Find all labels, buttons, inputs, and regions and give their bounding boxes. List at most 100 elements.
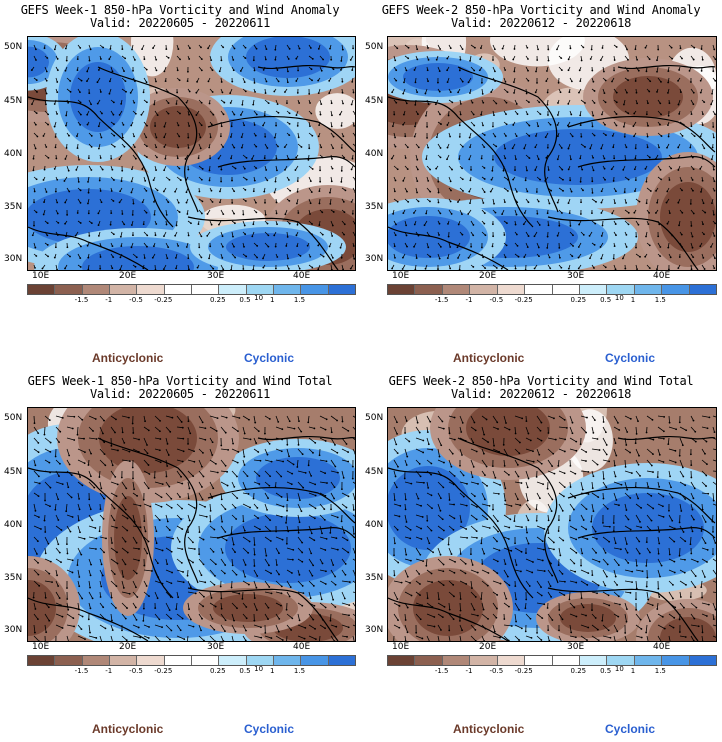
wind-vector [352, 481, 355, 484]
wind-vector-head [334, 443, 336, 446]
wind-vector [66, 558, 73, 561]
wind-vector-head [128, 460, 131, 462]
wind-vector-head [54, 146, 57, 149]
wind-vector-head [354, 551, 355, 554]
wind-vector-head [567, 147, 570, 150]
wind-vector [176, 470, 182, 478]
wind-vector [209, 459, 217, 465]
wind-vector [558, 448, 565, 452]
wind-vector-head [712, 213, 715, 216]
wind-vector [341, 558, 346, 565]
wind-vector-head [446, 158, 448, 161]
wind-vector-head [34, 509, 37, 512]
wind-vector [187, 580, 192, 588]
wind-vector-head [626, 488, 629, 491]
wind-vector [121, 514, 128, 519]
wind-vector-head [538, 224, 541, 226]
wind-vector-head [539, 497, 541, 500]
wind-vector [275, 459, 284, 462]
wind-vector-head [623, 191, 626, 194]
wind-vector-head [658, 146, 660, 149]
wind-vector-head [245, 178, 248, 181]
wind-vector [712, 481, 716, 485]
wind-vector-head [276, 69, 279, 71]
wind-vector-head [321, 156, 324, 159]
wind-vector-head [514, 267, 517, 270]
wind-vector-head [706, 561, 708, 563]
wind-vector-head [233, 619, 235, 622]
wind-vector [132, 536, 137, 544]
wind-vector [286, 415, 291, 422]
wind-vector-head [57, 498, 60, 501]
wind-vector [657, 558, 662, 566]
wind-vector-head [209, 520, 212, 523]
colorbar-swatch [273, 656, 302, 665]
wind-vector [154, 426, 161, 432]
wind-vector [393, 459, 399, 467]
wind-vector-head [683, 571, 686, 574]
wind-vector-head [644, 167, 647, 170]
wind-vector-head [402, 212, 405, 215]
wind-vector-head [256, 245, 259, 247]
wind-vector-head [425, 114, 427, 117]
panel-week1-total: GEFS Week-1 850-hPa Vorticity and Wind T… [0, 371, 360, 742]
wind-vector [624, 426, 628, 433]
wind-vector-head [605, 134, 607, 136]
wind-vector-head [567, 168, 570, 171]
wind-vector [701, 558, 708, 563]
wind-vector [110, 635, 113, 641]
wind-vector [679, 492, 686, 500]
colorbar-swatch [164, 656, 192, 665]
wind-vector-head [713, 431, 716, 434]
colorbar [387, 284, 717, 295]
colorbar-tick-label: -1 [105, 296, 113, 304]
wind-vector [352, 503, 355, 510]
wind-vector-head [113, 145, 116, 148]
wind-vector [65, 503, 68, 512]
wind-vector [231, 426, 239, 432]
wind-vector-head [646, 135, 649, 138]
wind-vector-head [575, 440, 578, 443]
wind-vector-head [459, 102, 462, 105]
wind-vector-head [76, 564, 79, 567]
wind-vector [352, 591, 355, 593]
colorbar-tick-label: 1 [270, 296, 275, 304]
wind-vector-head [255, 47, 258, 50]
wind-vector-head [187, 497, 190, 500]
wind-vector-head [611, 135, 614, 137]
colorbar-swatch [55, 285, 83, 294]
wind-vector-head [326, 482, 328, 484]
wind-vector-head [223, 572, 226, 575]
wind-vector-head [131, 466, 134, 469]
wind-vector-head [313, 604, 316, 607]
wind-vector-head [267, 606, 270, 609]
wind-vector [264, 437, 270, 445]
wind-vector [253, 415, 256, 423]
wind-vector [187, 459, 195, 463]
wind-vector [536, 547, 544, 551]
colorbar-swatch [82, 285, 110, 294]
wind-vector-head [692, 58, 695, 61]
wind-vector-head [480, 113, 483, 116]
wind-vector-head [163, 70, 166, 73]
wind-vector-head [671, 57, 674, 60]
wind-vector [121, 503, 126, 510]
wind-vector-head [255, 167, 258, 170]
wind-vector-head [622, 168, 625, 171]
wind-vector [624, 459, 626, 467]
wind-vector-head [112, 101, 115, 104]
wind-vector [393, 492, 396, 501]
wind-vector-head [677, 201, 680, 204]
wind-vector-head [473, 69, 476, 72]
wind-vector-head [103, 551, 105, 554]
wind-vector-head [301, 551, 304, 554]
cyclonic-region [592, 493, 704, 563]
wind-vector-head [482, 101, 485, 104]
wind-vector-head [678, 554, 681, 557]
wind-vector-head [449, 91, 452, 94]
coastline [567, 115, 716, 153]
wind-vector-head [89, 586, 91, 589]
panel-valid-dates: Valid: 20220612 - 20220618 [450, 16, 632, 30]
wind-vector-head [221, 520, 224, 523]
wind-vector [55, 624, 63, 629]
